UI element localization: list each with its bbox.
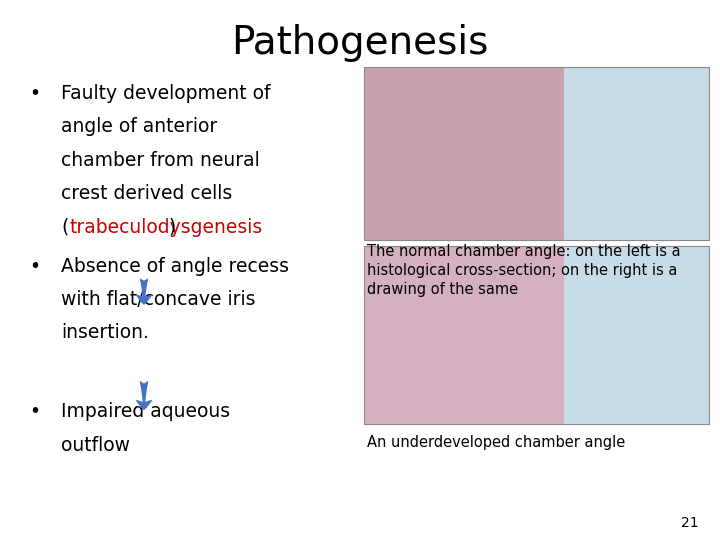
Bar <box>364 68 709 240</box>
Text: 21: 21 <box>681 516 698 530</box>
Text: ): ) <box>168 218 176 237</box>
Text: trabeculodysgenesis: trabeculodysgenesis <box>69 218 262 237</box>
Text: Absence of angle recess: Absence of angle recess <box>61 256 289 275</box>
Bar <box>364 246 709 424</box>
Text: The normal chamber angle: on the left is a
histological cross-section; on the ri: The normal chamber angle: on the left is… <box>367 244 681 298</box>
Text: Impaired aqueous: Impaired aqueous <box>61 402 230 421</box>
Text: with flat/concave iris: with flat/concave iris <box>61 290 256 309</box>
Text: (: ( <box>61 218 68 237</box>
Bar <box>564 68 709 240</box>
Text: Pathogenesis: Pathogenesis <box>231 24 489 62</box>
Text: outflow: outflow <box>61 436 130 455</box>
Text: Faulty development of: Faulty development of <box>61 84 271 103</box>
Text: angle of anterior: angle of anterior <box>61 117 217 136</box>
Text: •: • <box>29 256 40 275</box>
Text: •: • <box>29 84 40 103</box>
Bar <box>364 246 564 424</box>
Text: insertion.: insertion. <box>61 323 149 342</box>
Bar <box>364 68 564 240</box>
Text: crest derived cells: crest derived cells <box>61 184 233 203</box>
Text: •: • <box>29 402 40 421</box>
Bar <box>564 246 709 424</box>
Text: chamber from neural: chamber from neural <box>61 151 260 170</box>
Text: An underdeveloped chamber angle: An underdeveloped chamber angle <box>367 435 626 450</box>
